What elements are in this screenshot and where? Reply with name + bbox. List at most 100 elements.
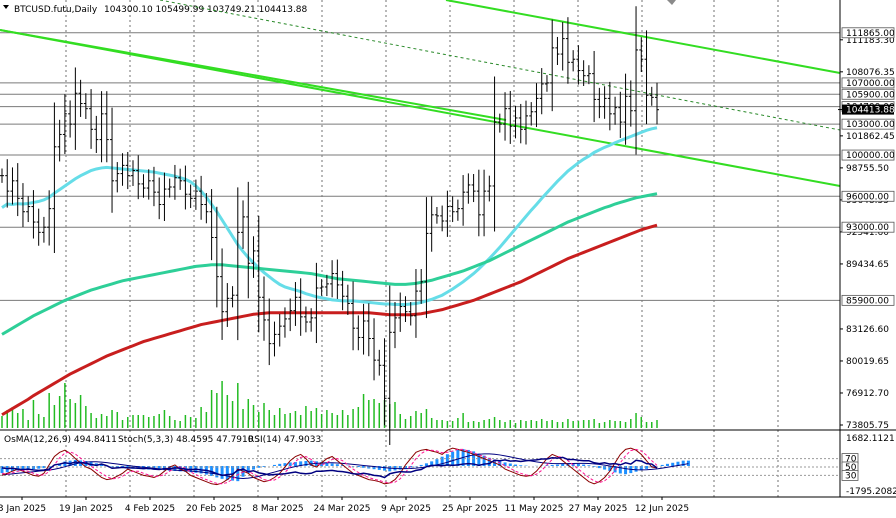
header-row: BTCUSD.futu,Daily 104300.10 105499.99 10…	[3, 5, 308, 15]
price-axis-label: 73805.75	[846, 421, 889, 431]
oscillator-level-label: 30	[845, 471, 857, 481]
price-bar	[382, 338, 387, 426]
time-axis-label: 9 Apr 2025	[381, 504, 431, 514]
price-bar	[450, 196, 455, 223]
price-bar	[513, 105, 518, 139]
price-bar	[550, 19, 555, 112]
volume-bars	[1, 381, 658, 428]
price-axis-label: 76912.70	[846, 389, 889, 399]
price-bar	[172, 164, 177, 200]
price-bar	[151, 166, 156, 207]
level-price-label: 93000.00	[846, 223, 889, 233]
price-bar	[256, 215, 261, 333]
price-bar	[110, 107, 115, 213]
price-bar	[314, 262, 319, 344]
price-bar	[141, 174, 146, 198]
price-bar	[539, 68, 544, 115]
trend-channels	[0, 0, 841, 187]
current-price-box	[842, 104, 894, 115]
price-bar	[597, 87, 602, 119]
price-bar	[424, 197, 429, 319]
symbol-dropdown-icon[interactable]	[3, 5, 9, 9]
price-chart-panel	[0, 0, 841, 497]
price-bar	[303, 306, 308, 333]
chart-shift-marker	[667, 0, 676, 5]
price-bar	[628, 80, 633, 127]
price-bar	[340, 270, 345, 311]
channel-line-left	[0, 29, 507, 121]
level-price-box	[841, 88, 895, 100]
price-bar	[518, 103, 523, 144]
price-bar	[319, 279, 324, 296]
price-bar	[482, 169, 487, 237]
price-bar	[251, 236, 256, 278]
price-bar	[125, 151, 130, 190]
axis-frame	[0, 0, 896, 498]
price-bar	[618, 91, 623, 138]
price-bar	[272, 321, 277, 357]
price-bar	[267, 298, 272, 366]
time-axis-label: 24 Mar 2025	[313, 504, 370, 514]
price-bar	[565, 17, 570, 84]
symbol-label: BTCUSD.futu,Daily	[14, 5, 98, 15]
price-bar	[387, 285, 392, 446]
ma-slow-line	[1, 223, 658, 417]
oscillator-level-label: 70	[845, 455, 857, 465]
level-price-box	[841, 190, 895, 202]
level-price-label: 100000.00	[846, 151, 895, 161]
price-bar	[639, 37, 644, 72]
price-bar	[398, 292, 403, 332]
level-price-label: 103000.00	[846, 120, 895, 130]
time-axis-label: 27 May 2025	[569, 504, 628, 514]
price-bar	[47, 190, 52, 246]
price-bar	[613, 96, 618, 125]
price-bar	[487, 175, 492, 202]
ohlc-values: 104300.10 105499.99 103749.21 104413.88	[104, 5, 308, 15]
price-bar	[282, 307, 287, 338]
price-bar	[335, 259, 340, 299]
price-bar	[193, 179, 198, 210]
price-bar	[89, 89, 94, 149]
price-bar	[73, 67, 78, 150]
price-bar	[214, 206, 219, 308]
price-axis: 111183.30108076.35101862.4598755.5095648…	[838, 27, 895, 431]
price-bar	[524, 100, 528, 145]
price-bar	[10, 167, 15, 205]
time-axis-label: 19 Jan 2025	[59, 504, 113, 514]
price-bar	[581, 60, 586, 87]
price-bar	[199, 175, 204, 220]
price-axis-label: 111183.30	[846, 36, 895, 46]
time-axis-label: 4 Feb 2025	[125, 504, 175, 514]
time-axis-label: 20 Feb 2025	[186, 504, 242, 514]
price-bar	[345, 284, 350, 315]
price-bar	[68, 100, 73, 138]
price-bar	[602, 86, 607, 119]
price-bar	[246, 181, 251, 299]
price-bar	[52, 102, 57, 253]
price-bar	[393, 302, 397, 349]
level-lines	[0, 32, 840, 301]
price-bar	[555, 36, 560, 65]
price-bar	[241, 200, 246, 249]
stoch-header: Stoch(5,3,3) 48.4595 47.7910	[118, 435, 254, 445]
channel-line-lower	[0, 29, 841, 187]
price-bar	[262, 276, 266, 341]
price-bar	[183, 165, 188, 210]
price-bar	[230, 286, 235, 308]
price-bar	[330, 260, 335, 298]
price-bar	[508, 90, 513, 144]
price-bar	[225, 283, 230, 327]
price-bar	[5, 159, 10, 208]
price-bar	[372, 318, 377, 381]
price-bar	[503, 92, 508, 141]
price-bar	[15, 163, 20, 217]
price-bar	[146, 169, 151, 200]
price-bar	[466, 173, 471, 204]
price-bar	[204, 192, 209, 224]
indicator-axis-min: -1795.2082	[846, 487, 896, 497]
level-price-box	[841, 294, 895, 306]
price-bars	[0, 6, 659, 446]
channel-line-upper	[445, 0, 841, 74]
indicator-header-row: OsMA(12,26,9) 494.8411 Stoch(5,3,3) 48.4…	[4, 435, 321, 445]
